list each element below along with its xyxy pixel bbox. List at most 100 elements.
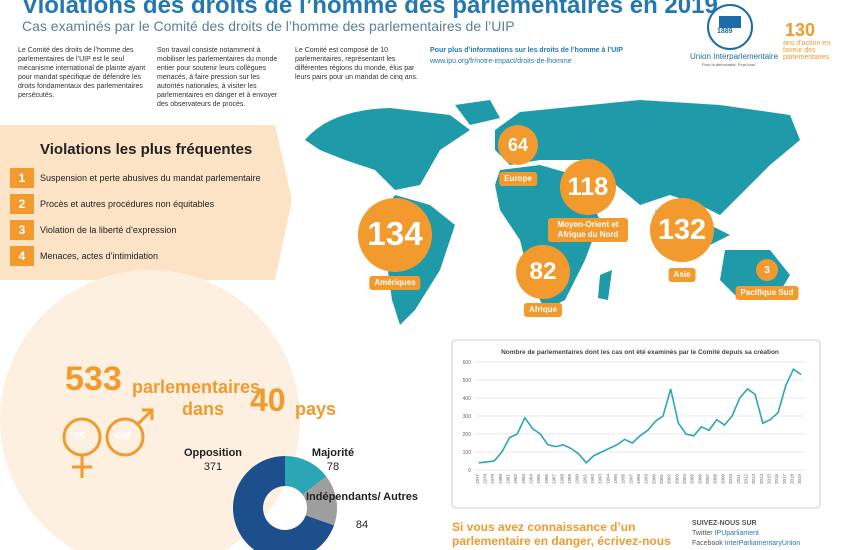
x-tick-label: 2019: [797, 474, 802, 485]
in-text: dans: [182, 399, 225, 419]
twitter-label: Twitter: [692, 530, 713, 537]
x-tick-label: 1977: [475, 474, 480, 485]
x-tick-label: 2010: [728, 474, 733, 485]
logo-name: Union Interparlementaire: [690, 52, 779, 61]
donut-label: Indépendants/ Autres: [306, 491, 418, 503]
x-tick-label: 2015: [766, 474, 771, 485]
x-tick-label: 1982: [513, 474, 518, 485]
x-tick-label: 1985: [536, 474, 541, 485]
x-tick-label: 1998: [636, 474, 641, 485]
x-tick-label: 1989: [567, 474, 572, 485]
x-tick-label: 1988: [559, 474, 564, 485]
intro-text: Le Comité des droits de l’homme des parl…: [18, 47, 146, 99]
y-tick-label: 600: [463, 360, 472, 366]
twitter-handle[interactable]: IPUparliament: [714, 530, 759, 537]
region-name: Amériques: [369, 276, 421, 290]
facebook: Facebook InterParliamentaryUnion: [692, 540, 800, 547]
line-chart-title: Nombre de parlementaires dont les cas on…: [501, 349, 779, 356]
region-count: 132: [650, 198, 714, 262]
x-tick-label: 1984: [529, 474, 534, 485]
x-tick-label: 2004: [682, 474, 687, 485]
x-tick-label: 1980: [498, 474, 503, 485]
anniversary: 130: [785, 20, 816, 40]
x-tick-label: 1981: [506, 474, 511, 485]
logo-year: 1889: [717, 28, 733, 35]
donut-slice: [285, 456, 327, 495]
x-tick-label: 1996: [621, 474, 626, 485]
donut-label-text: Indépendants/ Autres: [306, 491, 418, 503]
violations-panel: [0, 125, 292, 280]
total-countries: 40: [250, 382, 286, 418]
donut-value: 78: [327, 461, 339, 473]
x-tick-label: 1983: [521, 474, 526, 485]
x-tick-label: 2005: [690, 474, 695, 485]
title: Violations des droits de l’homme des par…: [22, 0, 718, 19]
x-tick-label: 1991: [582, 474, 587, 485]
donut-value: 84: [356, 519, 368, 531]
x-tick-label: 2014: [759, 474, 764, 485]
x-tick-label: 2018: [789, 474, 794, 485]
x-tick-label: 2012: [743, 474, 748, 485]
region-count: 3: [756, 259, 778, 281]
x-tick-label: 1999: [644, 474, 649, 485]
violation-label: Violation de la liberté d’expression: [40, 225, 177, 235]
region-name: Asie: [668, 268, 696, 282]
intro-text: Le Comité est composé de 10 parlementair…: [295, 47, 418, 81]
rank-badge: 4: [10, 246, 34, 266]
x-tick-label: 2011: [736, 474, 741, 484]
y-tick-label: 100: [463, 450, 472, 456]
x-tick-label: 1995: [613, 474, 618, 485]
x-tick-label: 2002: [667, 474, 672, 485]
subtitle: Cas examinés par le Comité des droits de…: [22, 18, 515, 34]
donut-label: Opposition: [184, 447, 242, 459]
region-name: Afrique: [524, 303, 562, 317]
intro-link[interactable]: www.ipu.org/fr/notre-impact/droits-de-lh…: [430, 58, 572, 65]
intro-text: Son travail consiste notamment à mobilis…: [157, 47, 278, 108]
x-tick-label: 2001: [659, 474, 664, 485]
line-chart-frame: [451, 339, 821, 509]
y-tick-label: 400: [463, 396, 472, 402]
y-tick-label: 300: [463, 414, 472, 420]
facebook-label: Facebook: [692, 540, 723, 547]
x-tick-label: 1992: [590, 474, 595, 485]
line-series: [478, 367, 802, 464]
x-tick-label: 1987: [552, 474, 557, 485]
x-tick-label: 2013: [751, 474, 756, 485]
countries-text: pays: [295, 399, 337, 419]
region-name: Moyen-Orient et Afrique du Nord: [548, 218, 628, 242]
logo-building: [719, 16, 741, 28]
x-tick-label: 2017: [782, 474, 787, 485]
x-tick-label: 2000: [651, 474, 656, 485]
region-count: 82: [516, 245, 570, 299]
logo-ring: [707, 4, 753, 50]
rank-badge: 1: [10, 168, 34, 188]
x-tick-label: 2009: [720, 474, 725, 485]
intro-link-text: Pour plus d’informations sur les droits …: [430, 47, 623, 54]
violations-title: Violations les plus fréquentes: [40, 141, 253, 158]
rank-badge: 2: [10, 194, 34, 214]
rank-badge: 3: [10, 220, 34, 240]
total-mps-text: parlementaires: [132, 377, 261, 397]
gender-symbols: [62, 408, 154, 478]
anniversary-text: ans d’action en faveur des parlementaire…: [783, 40, 831, 61]
y-tick-label: 500: [463, 378, 472, 384]
y-tick-label: 0: [468, 468, 471, 474]
facebook-handle[interactable]: InterParliamentaryUnion: [724, 540, 801, 547]
y-tick-label: 200: [463, 432, 472, 438]
x-tick-label: 2016: [774, 474, 779, 485]
x-tick-label: 1997: [628, 474, 633, 485]
region-count: 64: [498, 125, 538, 165]
donut-slice: [302, 476, 337, 526]
x-tick-label: 1993: [598, 474, 603, 485]
x-tick-label: 1990: [575, 474, 580, 485]
logo-motto: Pour la démocratie. Pour tous.: [702, 62, 757, 67]
region-count: 134: [358, 198, 432, 272]
x-tick-label: 1986: [544, 474, 549, 485]
region-name: Pacifique Sud: [735, 286, 799, 300]
violation-label: Procès et autres procédures non équitabl…: [40, 199, 215, 209]
x-tick-label: 2003: [674, 474, 679, 485]
x-tick-label: 1979: [490, 474, 495, 485]
women-count: 85: [74, 431, 86, 442]
violation-label: Suspension et perte abusives du mandat p…: [40, 173, 261, 183]
charts: Opposition 371 Majorité 78 Indépendants/ Aut…: [184, 349, 805, 550]
